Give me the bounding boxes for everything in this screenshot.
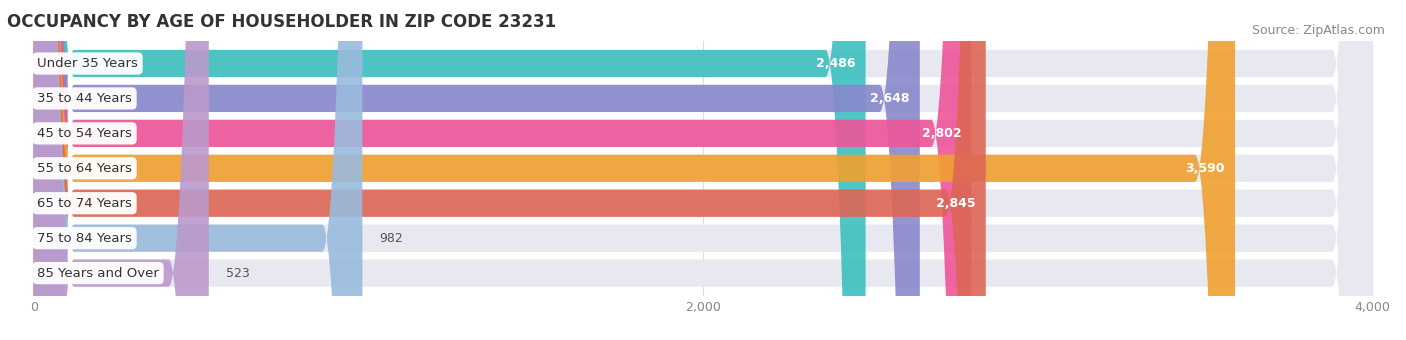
FancyBboxPatch shape (34, 0, 1372, 340)
Text: 3,590: 3,590 (1185, 162, 1225, 175)
FancyBboxPatch shape (34, 0, 1372, 340)
Text: 35 to 44 Years: 35 to 44 Years (37, 92, 132, 105)
FancyBboxPatch shape (34, 0, 1372, 340)
FancyBboxPatch shape (34, 0, 920, 340)
Text: 55 to 64 Years: 55 to 64 Years (37, 162, 132, 175)
Text: 65 to 74 Years: 65 to 74 Years (37, 197, 132, 210)
Text: 45 to 54 Years: 45 to 54 Years (37, 127, 132, 140)
Text: Source: ZipAtlas.com: Source: ZipAtlas.com (1251, 24, 1385, 37)
Text: 2,802: 2,802 (922, 127, 962, 140)
Text: OCCUPANCY BY AGE OF HOUSEHOLDER IN ZIP CODE 23231: OCCUPANCY BY AGE OF HOUSEHOLDER IN ZIP C… (7, 13, 557, 31)
FancyBboxPatch shape (34, 0, 363, 340)
Text: 2,648: 2,648 (870, 92, 910, 105)
Text: 982: 982 (380, 232, 404, 245)
Text: 75 to 84 Years: 75 to 84 Years (37, 232, 132, 245)
FancyBboxPatch shape (34, 0, 1372, 340)
FancyBboxPatch shape (34, 0, 986, 340)
Text: 2,845: 2,845 (936, 197, 976, 210)
Text: 523: 523 (225, 267, 249, 279)
Text: 2,486: 2,486 (815, 57, 856, 70)
FancyBboxPatch shape (34, 0, 972, 340)
FancyBboxPatch shape (34, 0, 209, 340)
FancyBboxPatch shape (34, 0, 866, 340)
FancyBboxPatch shape (34, 0, 1372, 340)
FancyBboxPatch shape (34, 0, 1234, 340)
FancyBboxPatch shape (34, 0, 1372, 340)
Text: Under 35 Years: Under 35 Years (37, 57, 138, 70)
Text: 85 Years and Over: 85 Years and Over (37, 267, 159, 279)
FancyBboxPatch shape (34, 0, 1372, 340)
